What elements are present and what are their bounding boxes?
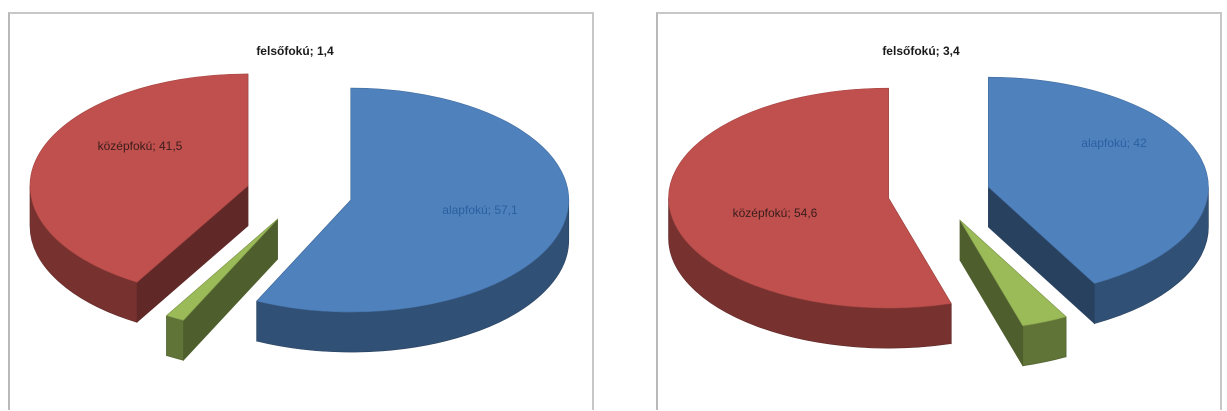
left-pie-tops <box>29 73 570 321</box>
right-pie-labels: alapfokú; 42 felsőfokú; 3,4 középfokú; 54,… <box>733 44 1147 220</box>
right-slice-0-label: alapfokú; 42 <box>1081 136 1147 150</box>
right-slice-0-top <box>988 76 1209 284</box>
left-slice-1-top <box>165 219 278 321</box>
left-slice-0-label: alapfokú; 57,1 <box>442 203 518 217</box>
left-pie-labels: alapfokú; 57,1 felsőfokú; 1,4 középfokú; 4… <box>98 44 518 217</box>
left-slice-0-top <box>256 87 570 313</box>
pie-chart-right-plot: alapfokú; 42 felsőfokú; 3,4 középfokú; 54,… <box>668 44 1209 367</box>
right-slice-2-label: középfokú; 54,6 <box>733 206 818 220</box>
pie-chart-left: alapfokú; 57,1 felsőfokú; 1,4 középfokú; 4… <box>8 12 594 410</box>
pie-chart-right: alapfokú; 42 felsőfokú; 3,4 középfokú; 54,… <box>656 12 1222 410</box>
right-slice-1-label: felsőfokú; 3,4 <box>882 44 960 58</box>
right-slice-1-top <box>959 220 1067 327</box>
left-slice-1-side <box>166 315 184 361</box>
left-slice-2-top <box>29 73 249 283</box>
right-slice-2-top <box>668 87 952 309</box>
pie-chart-left-plot: alapfokú; 57,1 felsőfokú; 1,4 középfokú; 4… <box>29 44 570 362</box>
left-slice-2-label: középfokú; 41,5 <box>98 139 183 153</box>
left-slice-1-label: felsőfokú; 1,4 <box>256 44 334 58</box>
right-pie-tops <box>668 76 1209 327</box>
left-pie-sides <box>29 73 570 362</box>
